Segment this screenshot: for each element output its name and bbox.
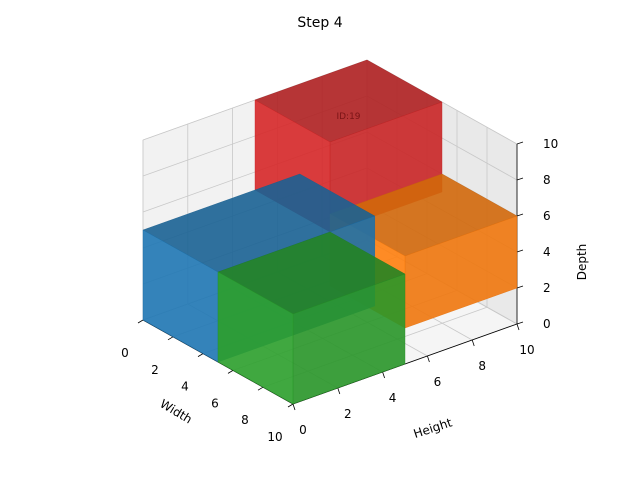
y-tick-mark <box>427 355 430 363</box>
y-tick-mark <box>292 403 296 411</box>
x-tick-label: 6 <box>211 396 219 410</box>
x-tick-mark <box>227 370 234 374</box>
y-tick-mark <box>516 323 520 331</box>
z-tick-mark <box>516 177 524 181</box>
box-front-face <box>217 271 294 405</box>
z-tick-label: 4 <box>543 245 551 259</box>
z-tick-label: 6 <box>543 209 551 223</box>
y-tick-label: 6 <box>434 375 442 389</box>
y-tick-label: 10 <box>519 343 534 357</box>
box-3 <box>217 231 406 405</box>
x-tick-mark <box>167 336 174 341</box>
y-axis-label: Height <box>412 415 454 441</box>
x-tick-label: 4 <box>181 380 189 394</box>
x-tick-label: 0 <box>121 346 129 360</box>
x-tick-mark <box>137 319 144 324</box>
y-tick-label: 2 <box>344 407 352 421</box>
z-tick-mark <box>516 213 524 217</box>
x-tick-label: 2 <box>151 363 159 377</box>
boxes: ID:19 <box>142 59 518 405</box>
z-tick-label: 8 <box>543 173 551 187</box>
z-tick-mark <box>516 321 524 325</box>
chart-title: Step 4 <box>297 15 342 31</box>
y-tick-label: 8 <box>478 359 486 373</box>
z-axis-label: Depth <box>575 244 589 281</box>
z-tick-mark <box>516 249 524 253</box>
z-tick-label: 10 <box>543 137 558 151</box>
x-tick-mark <box>197 353 204 357</box>
x-tick-mark <box>257 386 264 391</box>
y-tick-label: 4 <box>389 391 397 405</box>
x-tick-label: 10 <box>267 430 282 444</box>
x-tick-mark <box>287 403 294 408</box>
z-tick-label: 2 <box>543 281 551 295</box>
y-tick-mark <box>382 371 385 379</box>
y-tick-label: 0 <box>299 423 307 437</box>
x-axis-label: Width <box>158 397 195 427</box>
box-id-label: ID:19 <box>336 112 360 122</box>
y-tick-mark <box>471 339 475 347</box>
z-tick-label: 0 <box>543 317 551 331</box>
y-tick-mark <box>337 387 341 395</box>
x-tick-label: 8 <box>241 413 249 427</box>
z-tick-mark <box>516 141 524 145</box>
z-tick-mark <box>516 285 524 289</box>
